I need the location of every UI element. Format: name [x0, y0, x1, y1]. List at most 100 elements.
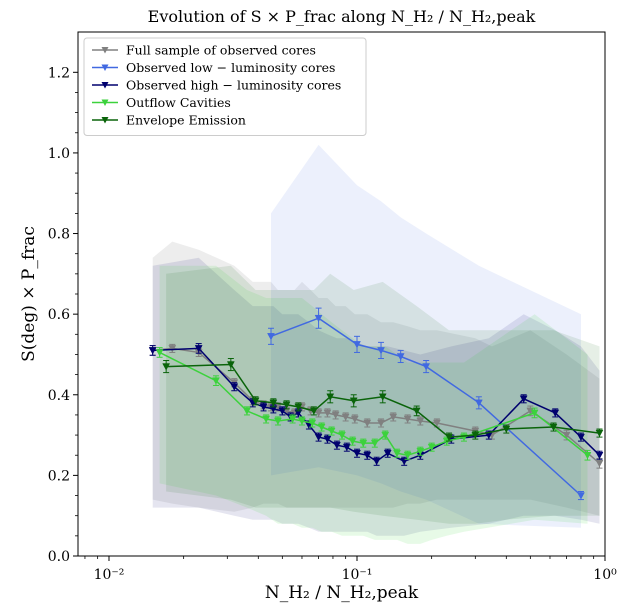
legend-box — [83, 37, 367, 136]
series-4 — [155, 347, 592, 461]
data-point — [502, 425, 511, 434]
data-point — [230, 383, 239, 391]
y-axis-label: S(deg) × P_frac — [19, 226, 39, 362]
data-point — [474, 399, 483, 407]
x-tick-label: 10⁰ — [593, 567, 617, 583]
data-point — [359, 439, 368, 448]
legend-item-2: Observed low − luminosity cores — [92, 60, 335, 75]
legend: Full sample of observed cores Observed lo… — [83, 37, 367, 136]
data-point — [519, 395, 528, 403]
data-point — [243, 407, 251, 415]
series-line — [166, 363, 600, 438]
data-point — [327, 427, 336, 436]
data-point — [331, 411, 340, 419]
data-point — [341, 413, 350, 421]
y-tick-label: 0.4 — [48, 388, 70, 404]
data-point — [432, 419, 441, 428]
legend-item-4: Outflow Cavities — [92, 95, 231, 110]
legend-marker — [101, 64, 109, 71]
data-point — [416, 417, 425, 425]
data-point — [194, 345, 203, 353]
data-point — [370, 439, 379, 448]
data-point — [403, 451, 412, 460]
data-point — [595, 451, 604, 460]
band-series-3 — [152, 257, 600, 536]
data-point — [349, 397, 358, 405]
series-5 — [162, 357, 604, 442]
data-point — [294, 403, 303, 411]
data-point — [400, 458, 409, 466]
data-point — [377, 419, 385, 428]
data-point — [372, 458, 381, 466]
legend-label: Full sample of observed cores — [126, 43, 316, 58]
legend-item-1: Full sample of observed cores — [92, 43, 316, 58]
data-point — [226, 361, 235, 369]
data-point — [393, 449, 401, 458]
axis-ticks: 0.0 0.2 0.4 0.6 0.8 1.0 1.2 10⁻² 10⁻¹ 10⁰ — [48, 65, 617, 583]
data-point — [259, 403, 268, 411]
series-3 — [148, 343, 604, 466]
band-series-1 — [152, 241, 600, 516]
y-tick-label: 0.8 — [48, 227, 70, 243]
data-point — [412, 407, 421, 415]
data-point — [317, 423, 326, 432]
y-tick-label: 1.0 — [48, 146, 70, 162]
data-point — [168, 345, 177, 353]
data-point — [333, 441, 341, 450]
legend-marker — [101, 82, 109, 89]
series-lines — [148, 307, 604, 501]
data-point — [549, 423, 558, 432]
data-point — [212, 377, 220, 385]
data-point — [326, 393, 335, 401]
data-point — [403, 415, 412, 423]
data-point — [251, 397, 260, 405]
data-point — [314, 314, 323, 323]
legend-label: Envelope Emission — [126, 113, 246, 128]
data-point — [282, 401, 291, 409]
data-point — [595, 429, 604, 438]
data-point — [309, 407, 318, 415]
data-point — [308, 419, 317, 428]
data-point — [471, 431, 480, 440]
data-point — [353, 341, 361, 349]
series-2 — [267, 307, 585, 501]
data-point — [583, 451, 592, 460]
data-point — [353, 449, 361, 458]
uncertainty-bands — [152, 144, 600, 544]
data-point — [314, 433, 323, 442]
data-point — [562, 431, 571, 440]
legend-label: Observed low − luminosity cores — [126, 60, 335, 75]
data-point — [383, 449, 392, 458]
y-tick-label: 0.0 — [48, 549, 70, 565]
data-point — [396, 353, 405, 361]
legend-marker — [101, 117, 109, 124]
series-line — [270, 317, 582, 497]
data-point — [274, 417, 282, 425]
data-point — [363, 451, 372, 460]
data-point — [577, 433, 585, 442]
series-line — [152, 347, 600, 464]
data-point — [551, 409, 560, 417]
data-point — [381, 431, 390, 440]
legend-item-5: Envelope Emission — [92, 113, 246, 128]
data-point — [577, 492, 585, 500]
data-point — [338, 431, 346, 440]
data-point — [262, 415, 271, 423]
data-point — [530, 409, 539, 417]
data-point — [288, 415, 297, 423]
legend-label: Observed high − luminosity cores — [126, 78, 341, 93]
x-tick-label: 10⁻¹ — [342, 567, 373, 583]
data-point — [416, 447, 425, 456]
data-point — [422, 363, 431, 371]
data-point — [350, 415, 359, 423]
legend-marker — [101, 99, 109, 106]
data-point — [377, 347, 385, 355]
data-point — [595, 460, 604, 468]
data-point — [323, 435, 332, 444]
band-series-4 — [159, 265, 588, 544]
legend-item-3: Observed high − luminosity cores — [92, 78, 341, 93]
data-point — [389, 413, 398, 421]
data-point — [162, 363, 171, 371]
data-point — [267, 333, 275, 341]
